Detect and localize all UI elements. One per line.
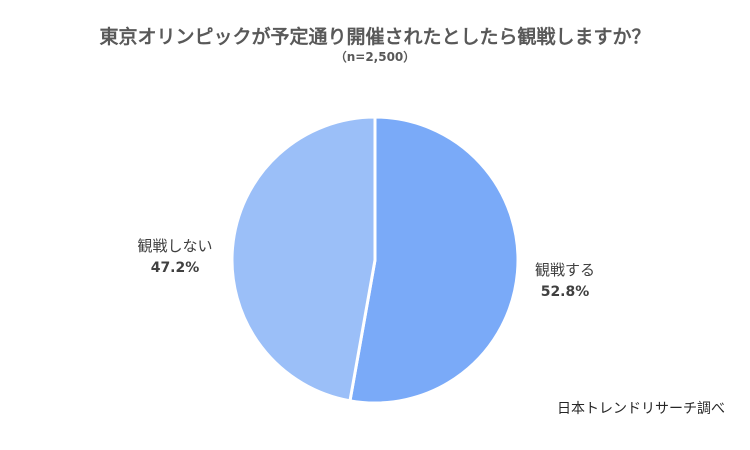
source-note: 日本トレンドリサーチ調べ <box>557 401 725 417</box>
slice-value-watch: 52.8% <box>540 284 590 300</box>
slice-category-not-watch: 観戦しない <box>137 237 213 255</box>
pie-slice-watch <box>348 115 520 405</box>
slice-label-not-watch: 観戦しない 47.2% <box>120 235 230 279</box>
chart-title: 東京オリンピックが予定通り開催されたとしたら観戦しますか？ <box>99 26 651 48</box>
chart-subtitle: （n=2,500） <box>334 50 416 64</box>
slice-label-watch: 観戦する 52.8% <box>510 259 620 303</box>
slice-value-not-watch: 47.2% <box>150 260 200 276</box>
slice-category-watch: 観戦する <box>534 261 595 279</box>
pie-slice-not-watch <box>230 115 377 403</box>
